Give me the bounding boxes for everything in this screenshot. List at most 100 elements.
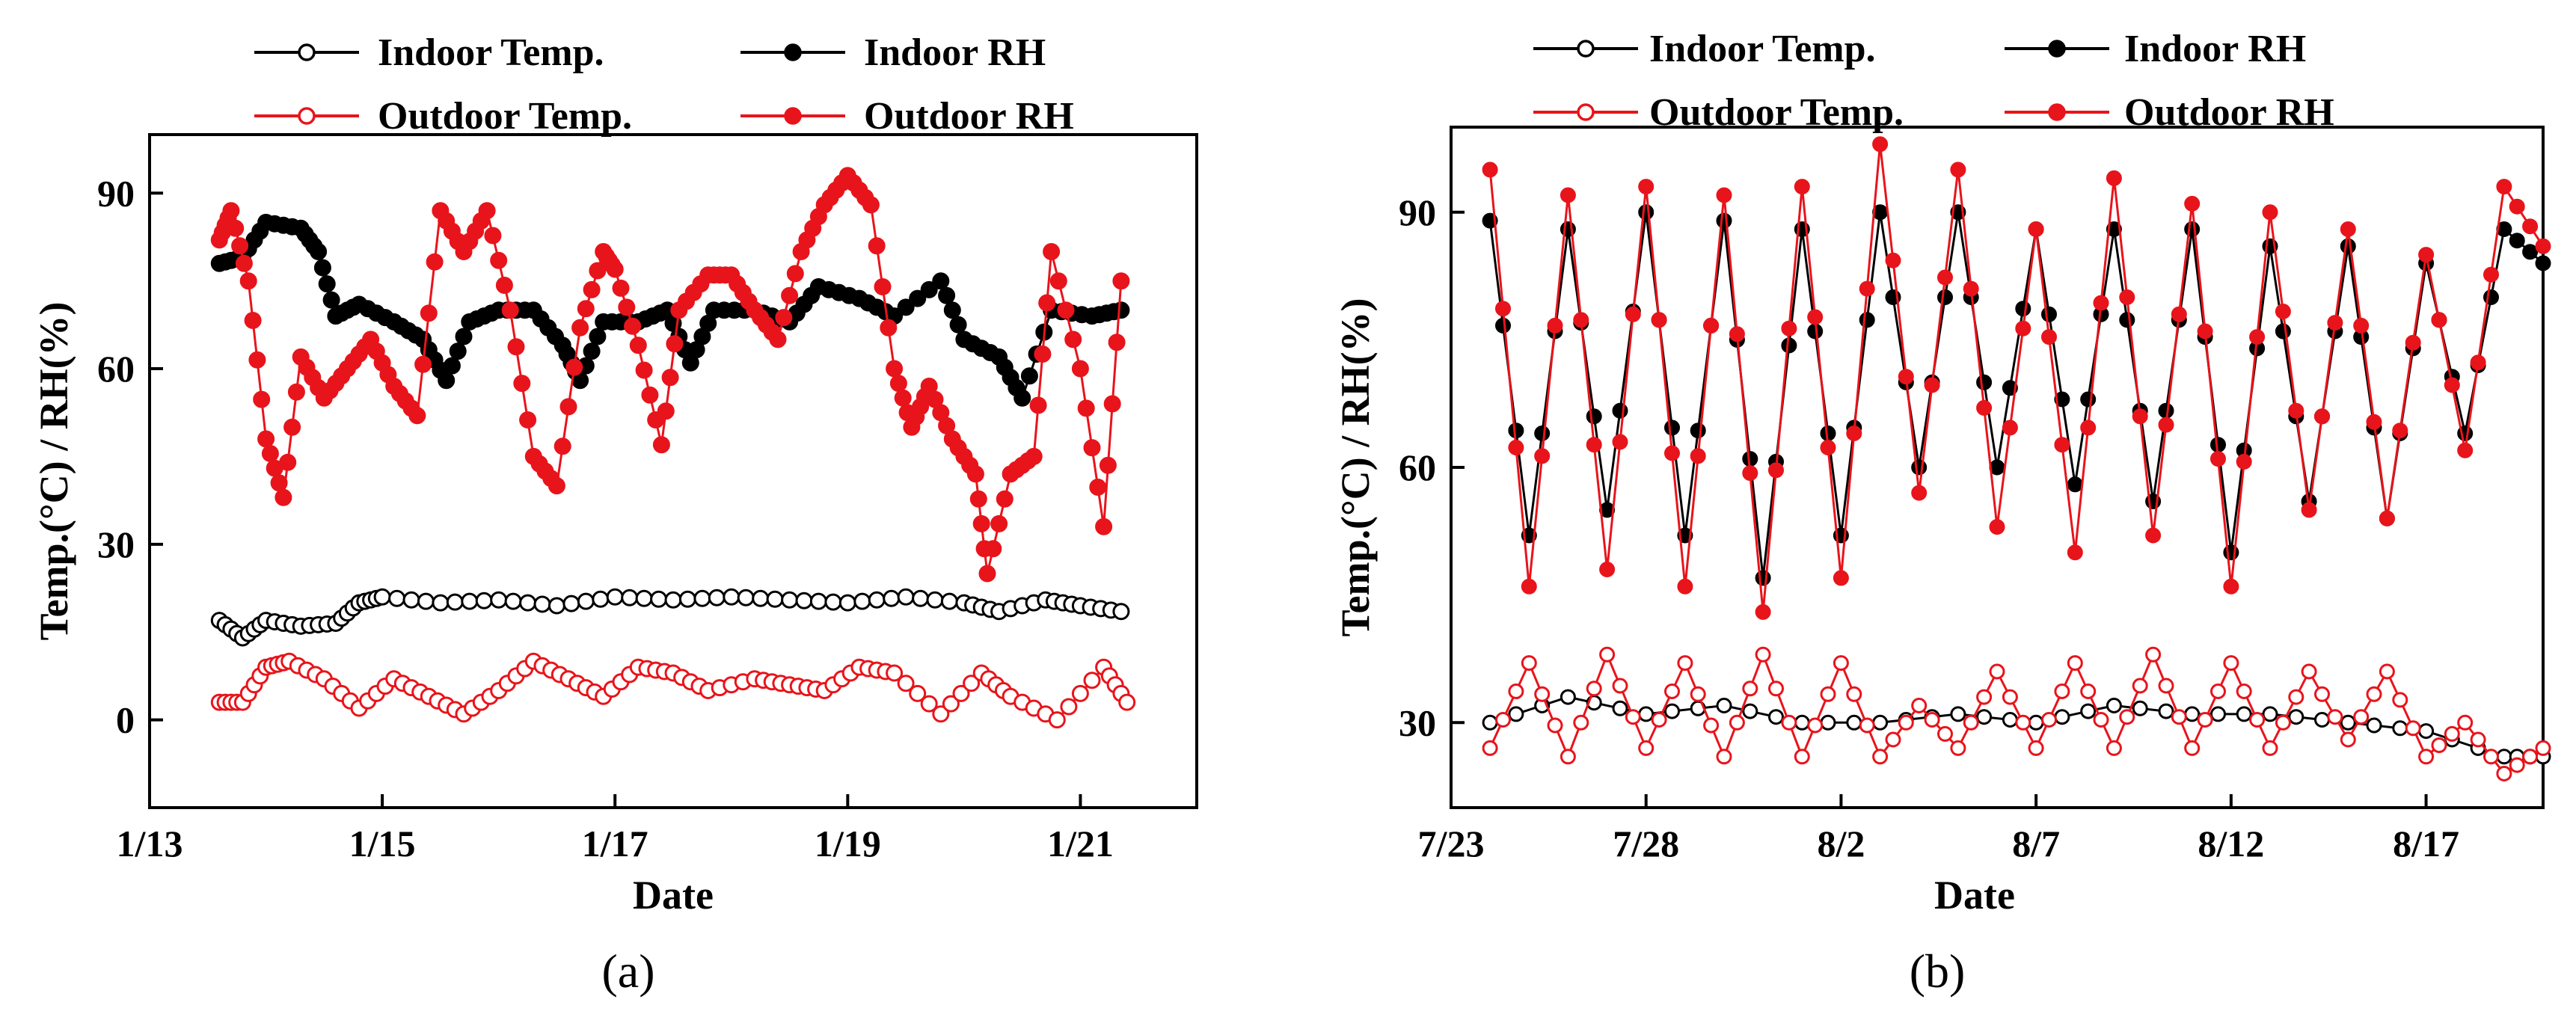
data-point [1638, 179, 1655, 195]
data-point [2431, 737, 2447, 754]
data-point [2145, 527, 2162, 544]
data-point [1898, 369, 1914, 385]
data-point [2106, 698, 2122, 713]
data-point [2080, 703, 2097, 719]
data-point [912, 589, 930, 607]
data-point [897, 675, 915, 692]
data-point [2067, 655, 2083, 672]
data-point [932, 705, 950, 723]
data-point [1625, 709, 1641, 725]
data-point [1690, 448, 1706, 464]
data-point [438, 372, 456, 390]
data-point [618, 298, 636, 316]
data-point [1872, 749, 1889, 765]
x-tick-label: 1/19 [815, 823, 881, 864]
data-point [1781, 714, 1797, 731]
data-point [2340, 221, 2356, 237]
data-point [2431, 312, 2447, 328]
data-point [1521, 578, 1537, 595]
data-point [1664, 703, 1680, 719]
data-point [589, 262, 607, 280]
data-point [1677, 578, 1693, 595]
data-point [253, 390, 271, 408]
data-point [2405, 334, 2421, 351]
data-point [1716, 749, 1732, 765]
data-point [2041, 329, 2057, 345]
legend-entry-indoor-temp: Indoor Temp. [254, 31, 604, 74]
data-point [1077, 399, 1095, 417]
data-point [279, 453, 297, 471]
data-point [678, 590, 696, 608]
data-point [1048, 711, 1066, 729]
data-point [2262, 706, 2278, 722]
data-point [2418, 247, 2435, 263]
data-point [475, 592, 493, 609]
series-outdoor-rh [1482, 136, 2551, 620]
data-point [432, 594, 450, 612]
data-point [2444, 725, 2460, 742]
data-point [629, 337, 647, 354]
data-point [1872, 136, 1889, 153]
data-point [1677, 527, 1693, 544]
data-point [920, 695, 938, 713]
data-point [2184, 221, 2201, 237]
data-point [952, 684, 970, 702]
data-point [2509, 198, 2525, 215]
data-point [1573, 714, 1589, 731]
data-point [583, 280, 601, 298]
data-point [1846, 714, 1862, 731]
data-point [1112, 301, 1130, 319]
data-point [909, 684, 927, 702]
data-point [2132, 700, 2148, 716]
legend-label-indoor-temp: Indoor Temp. [378, 31, 604, 74]
data-point [1729, 326, 1745, 342]
data-point [1664, 420, 1680, 436]
y-tick-label: 60 [97, 348, 135, 390]
data-point [1833, 655, 1849, 672]
data-point [2470, 354, 2486, 371]
data-point [1716, 187, 1732, 203]
data-point [984, 540, 1002, 558]
data-point [1599, 562, 1616, 577]
data-point [548, 597, 565, 615]
data-point [248, 351, 266, 369]
data-point [612, 279, 630, 297]
data-point [1755, 603, 1771, 620]
data-point [533, 595, 551, 613]
data-point [2483, 266, 2499, 283]
data-point [1716, 212, 1732, 229]
data-point [2028, 714, 2044, 731]
data-point [1560, 689, 1576, 705]
series-outdoor-temp [210, 652, 1136, 729]
data-point [1937, 725, 1953, 742]
data-point [1482, 162, 1498, 178]
data-point [809, 592, 827, 610]
data-point [1781, 320, 1797, 337]
data-point [373, 588, 391, 606]
data-point [2171, 306, 2187, 322]
data-point [1859, 717, 1875, 734]
data-point [2379, 663, 2395, 680]
x-tick-label: 8/12 [2198, 823, 2264, 864]
data-point [883, 589, 901, 607]
data-point [889, 375, 907, 393]
data-point [1508, 423, 1524, 439]
data-point [1612, 434, 1628, 450]
panel-label-a: (a) [601, 944, 654, 998]
data-point [1060, 698, 1078, 716]
data-point [1025, 447, 1043, 465]
y-tick-label: 0 [116, 699, 135, 741]
data-point [2236, 453, 2252, 470]
data-point [2314, 408, 2330, 425]
data-point [2275, 323, 2291, 340]
data-point [2158, 703, 2174, 719]
x-tick-label: 7/23 [1418, 823, 1485, 864]
data-point [606, 260, 624, 278]
data-point [2418, 723, 2435, 740]
data-point [1989, 459, 2005, 476]
data-point [2353, 709, 2370, 725]
data-point [2158, 678, 2174, 694]
x-tick-label: 8/7 [2012, 823, 2060, 864]
data-point [2002, 420, 2018, 436]
data-point [2015, 301, 2031, 317]
